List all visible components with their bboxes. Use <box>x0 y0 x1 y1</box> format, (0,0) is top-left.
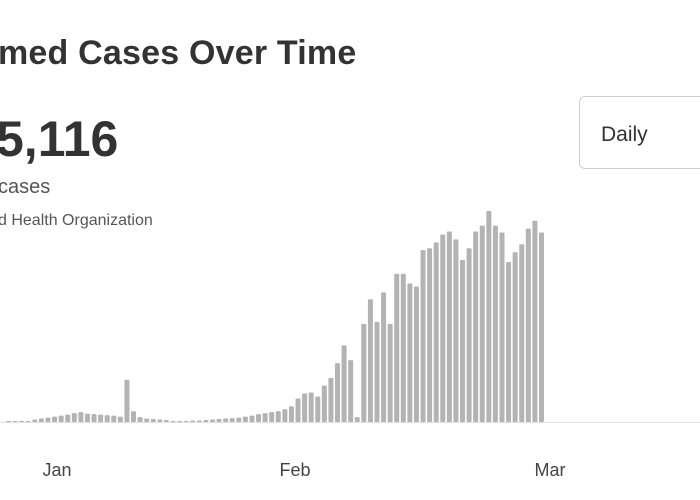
bar[interactable] <box>341 345 347 422</box>
bar[interactable] <box>446 231 452 422</box>
bar[interactable] <box>269 412 275 422</box>
bar[interactable] <box>216 419 222 422</box>
x-tick-feb: Feb <box>279 460 310 480</box>
bar[interactable] <box>91 414 97 422</box>
bar[interactable] <box>131 411 137 422</box>
bar[interactable] <box>308 392 314 422</box>
bar[interactable] <box>6 421 11 422</box>
bar[interactable] <box>203 420 209 422</box>
bar[interactable] <box>492 225 498 422</box>
bar[interactable] <box>45 417 51 422</box>
interval-select[interactable]: Daily <box>579 96 700 169</box>
bar[interactable] <box>117 416 123 422</box>
bar[interactable] <box>407 283 413 422</box>
bar[interactable] <box>71 413 77 422</box>
bar[interactable] <box>413 286 419 422</box>
bar[interactable] <box>473 231 479 422</box>
bar[interactable] <box>52 416 58 422</box>
bar[interactable] <box>262 413 268 422</box>
bar[interactable] <box>466 248 472 422</box>
bar[interactable] <box>111 415 117 422</box>
bar[interactable] <box>420 250 426 422</box>
bar[interactable] <box>367 299 373 422</box>
bar[interactable] <box>104 415 110 422</box>
bar[interactable] <box>288 406 294 422</box>
bar[interactable] <box>84 413 90 422</box>
bar[interactable] <box>381 292 387 422</box>
bar[interactable] <box>236 417 242 422</box>
bar[interactable] <box>348 360 354 422</box>
data-source-label: d Health Organization <box>0 212 153 229</box>
bar[interactable] <box>98 414 104 422</box>
interval-select-value: Daily <box>601 123 648 146</box>
bar[interactable] <box>538 232 544 422</box>
bar[interactable] <box>242 416 248 422</box>
bar[interactable] <box>150 419 156 422</box>
bar[interactable] <box>387 323 393 422</box>
bar[interactable] <box>486 210 492 422</box>
bar[interactable] <box>374 321 380 422</box>
bar[interactable] <box>321 385 327 422</box>
bar[interactable] <box>170 421 176 422</box>
bar[interactable] <box>275 411 281 422</box>
bar[interactable] <box>38 418 44 422</box>
total-cases-label: cases <box>0 176 51 198</box>
bar[interactable] <box>525 228 531 422</box>
bar[interactable] <box>196 420 202 422</box>
bar[interactable] <box>25 421 31 422</box>
bar[interactable] <box>479 225 485 422</box>
bar[interactable] <box>354 417 360 422</box>
bar[interactable] <box>499 232 505 422</box>
x-tick-jan: Jan <box>42 460 71 480</box>
bar[interactable] <box>460 260 466 422</box>
bar[interactable] <box>163 420 169 422</box>
bar[interactable] <box>427 248 433 422</box>
bar[interactable] <box>335 363 340 422</box>
bar[interactable] <box>157 419 163 422</box>
bars-group <box>6 210 544 422</box>
bar[interactable] <box>328 377 334 422</box>
bar[interactable] <box>400 273 406 422</box>
bar[interactable] <box>32 419 38 422</box>
total-cases-value: 5,116 <box>0 111 119 167</box>
bar[interactable] <box>512 252 518 422</box>
bar[interactable] <box>532 220 538 422</box>
bar[interactable] <box>249 415 255 422</box>
bar[interactable] <box>295 398 301 422</box>
bar[interactable] <box>256 414 262 422</box>
bar[interactable] <box>394 273 400 422</box>
bar[interactable] <box>302 393 308 422</box>
bar[interactable] <box>190 420 196 422</box>
bar[interactable] <box>124 379 130 422</box>
bar[interactable] <box>506 261 512 422</box>
bar[interactable] <box>209 419 215 422</box>
bar[interactable] <box>58 415 64 422</box>
bar[interactable] <box>433 242 439 422</box>
bar[interactable] <box>453 239 459 422</box>
bar[interactable] <box>440 234 446 422</box>
bar[interactable] <box>223 418 229 422</box>
x-tick-mar: Mar <box>535 460 566 480</box>
bar[interactable] <box>144 418 150 422</box>
bar[interactable] <box>361 323 367 422</box>
bar[interactable] <box>282 409 288 422</box>
bar[interactable] <box>12 421 18 422</box>
bar[interactable] <box>78 412 84 422</box>
bar[interactable] <box>183 421 189 422</box>
bar[interactable] <box>65 414 71 422</box>
bar[interactable] <box>315 396 321 422</box>
bar[interactable] <box>19 421 25 422</box>
bar[interactable] <box>137 417 143 422</box>
bar[interactable] <box>177 421 183 422</box>
bar[interactable] <box>519 244 525 422</box>
bar[interactable] <box>229 418 235 422</box>
page-title: med Cases Over Time <box>0 34 357 72</box>
